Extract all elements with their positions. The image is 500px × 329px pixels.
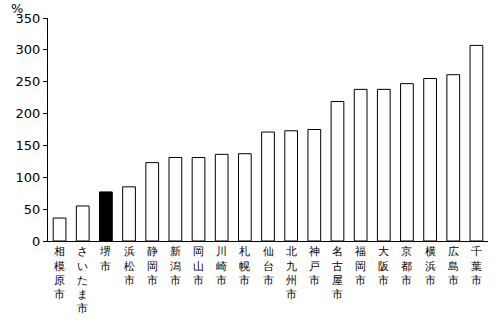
svg-text:大阪市: 大阪市 bbox=[378, 245, 389, 287]
svg-text:横浜市: 横浜市 bbox=[425, 245, 436, 287]
svg-text:さいたま市: さいたま市 bbox=[77, 245, 88, 315]
svg-text:300: 300 bbox=[16, 42, 41, 57]
svg-text:千葉市: 千葉市 bbox=[471, 245, 482, 287]
svg-text:200: 200 bbox=[16, 106, 41, 121]
svg-text:北九州市: 北九州市 bbox=[286, 245, 297, 301]
svg-text:名古屋市: 名古屋市 bbox=[332, 245, 343, 301]
svg-text:250: 250 bbox=[16, 74, 41, 89]
svg-text:新潟市: 新潟市 bbox=[170, 245, 181, 287]
svg-text:%: % bbox=[11, 1, 23, 16]
svg-text:福岡市: 福岡市 bbox=[355, 245, 366, 287]
svg-text:100: 100 bbox=[16, 170, 41, 185]
svg-text:神戸市: 神戸市 bbox=[309, 245, 320, 287]
svg-text:浜松市: 浜松市 bbox=[124, 245, 135, 287]
svg-text:広島市: 広島市 bbox=[448, 245, 459, 287]
svg-text:岡山市: 岡山市 bbox=[193, 245, 204, 287]
svg-text:350: 350 bbox=[16, 11, 41, 26]
svg-text:川崎市: 川崎市 bbox=[216, 245, 227, 287]
svg-text:50: 50 bbox=[24, 202, 41, 217]
svg-text:相模原市: 相模原市 bbox=[54, 245, 65, 301]
svg-text:札幌市: 札幌市 bbox=[239, 245, 250, 287]
svg-text:京都市: 京都市 bbox=[401, 245, 412, 287]
svg-text:仙台市: 仙台市 bbox=[263, 245, 274, 287]
svg-text:150: 150 bbox=[16, 138, 41, 153]
svg-text:0: 0 bbox=[32, 234, 40, 249]
svg-text:静岡市: 静岡市 bbox=[147, 245, 158, 287]
svg-text:堺市: 堺市 bbox=[99, 245, 111, 272]
